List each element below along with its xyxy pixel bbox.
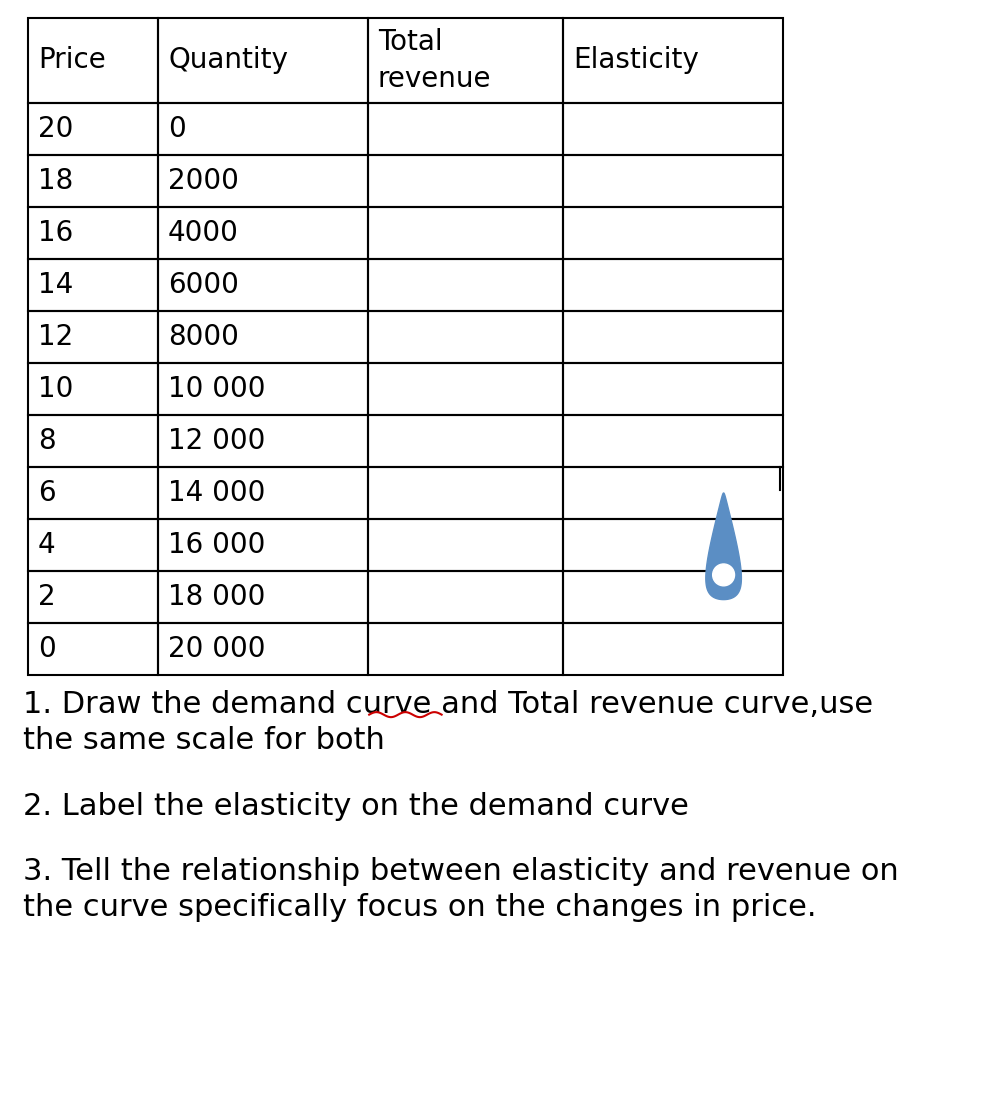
Text: 10 000: 10 000 (168, 375, 265, 403)
Text: 1. Draw the demand curve and Total revenue curve,use: 1. Draw the demand curve and Total reven… (23, 690, 874, 719)
Text: 12: 12 (38, 323, 73, 351)
Bar (563, 571, 783, 622)
Bar (158, 571, 368, 622)
Bar (368, 207, 563, 259)
Text: 16: 16 (38, 219, 73, 247)
Bar (563, 103, 783, 155)
Bar (563, 18, 783, 103)
Text: 20: 20 (38, 115, 73, 143)
Bar (563, 467, 783, 519)
Bar (368, 259, 563, 311)
Text: 3. Tell the relationship between elasticity and revenue on: 3. Tell the relationship between elastic… (23, 857, 899, 886)
Bar (28, 103, 158, 155)
Bar (28, 415, 158, 467)
Text: 18 000: 18 000 (168, 583, 265, 612)
Text: 2000: 2000 (168, 167, 239, 195)
Text: 6000: 6000 (168, 271, 239, 299)
Bar (563, 622, 783, 675)
Text: 8: 8 (38, 427, 55, 455)
Bar (158, 155, 368, 207)
Bar (563, 207, 783, 259)
Text: Total
revenue: Total revenue (378, 28, 491, 93)
Bar (563, 519, 783, 571)
Bar (368, 18, 563, 103)
Bar (368, 415, 563, 467)
Bar (368, 467, 563, 519)
Bar (563, 259, 783, 311)
Text: 18: 18 (38, 167, 73, 195)
Text: 4: 4 (38, 531, 55, 559)
Bar (28, 155, 158, 207)
Text: 8000: 8000 (168, 323, 239, 351)
Text: 20 000: 20 000 (168, 635, 265, 663)
Text: 6: 6 (38, 479, 55, 507)
Circle shape (713, 565, 735, 585)
Bar (28, 622, 158, 675)
Text: the curve specifically focus on the changes in price.: the curve specifically focus on the chan… (23, 894, 816, 922)
Text: 14: 14 (38, 271, 73, 299)
Bar (368, 571, 563, 622)
Bar (158, 622, 368, 675)
Bar (28, 259, 158, 311)
Bar (563, 155, 783, 207)
Bar (158, 18, 368, 103)
Bar (563, 363, 783, 415)
Text: 0: 0 (38, 635, 56, 663)
Bar (368, 155, 563, 207)
Bar (563, 311, 783, 363)
Text: 2: 2 (38, 583, 55, 612)
Bar (158, 311, 368, 363)
Bar (563, 415, 783, 467)
Text: 14 000: 14 000 (168, 479, 265, 507)
Bar (368, 519, 563, 571)
Text: 2. Label the elasticity on the demand curve: 2. Label the elasticity on the demand cu… (23, 792, 689, 820)
Text: Quantity: Quantity (168, 47, 288, 74)
Bar (28, 467, 158, 519)
Bar (158, 259, 368, 311)
Bar (158, 363, 368, 415)
Bar (368, 311, 563, 363)
Bar (28, 18, 158, 103)
Bar (158, 519, 368, 571)
Text: 0: 0 (168, 115, 185, 143)
Polygon shape (706, 493, 741, 600)
Bar (28, 519, 158, 571)
Bar (28, 207, 158, 259)
Text: 10: 10 (38, 375, 73, 403)
Bar (28, 311, 158, 363)
Text: 12 000: 12 000 (168, 427, 265, 455)
Bar (158, 467, 368, 519)
Bar (368, 622, 563, 675)
Bar (28, 571, 158, 622)
Bar (28, 363, 158, 415)
Text: Elasticity: Elasticity (573, 47, 699, 74)
Text: Price: Price (38, 47, 106, 74)
Text: 16 000: 16 000 (168, 531, 265, 559)
Text: the same scale for both: the same scale for both (23, 726, 385, 755)
Bar (158, 103, 368, 155)
Bar (368, 363, 563, 415)
Text: 4000: 4000 (168, 219, 239, 247)
Bar (158, 415, 368, 467)
Bar (158, 207, 368, 259)
Bar (368, 103, 563, 155)
